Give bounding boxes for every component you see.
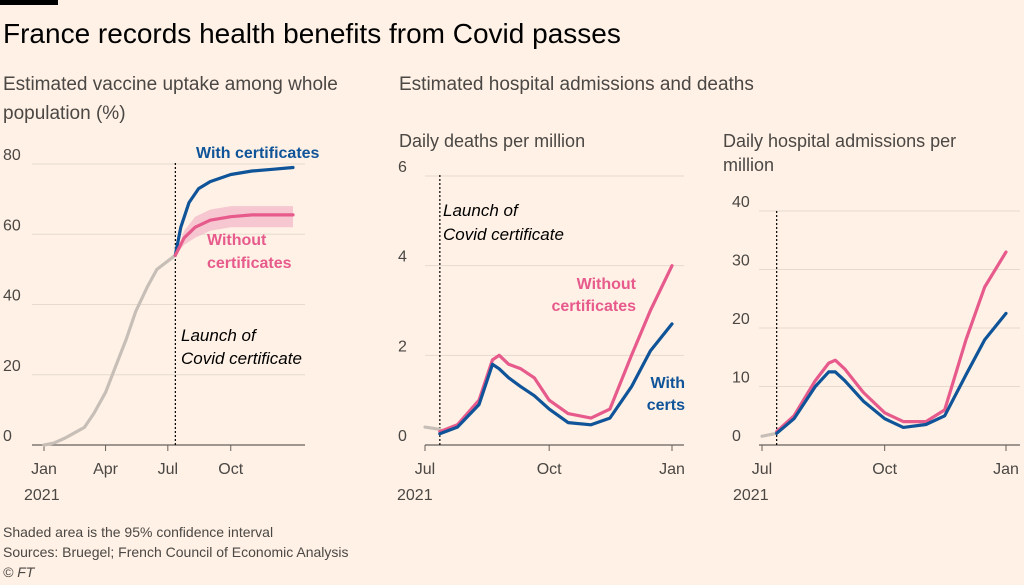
series-line-without-certificates: [438, 264, 674, 434]
y-tick-label: 0: [732, 428, 741, 445]
chart-footer: Shaded area is the 95% confidence interv…: [3, 522, 349, 582]
event-label: Covid certificate: [443, 225, 564, 244]
series-line-with-certificates: [775, 311, 1008, 435]
x-year-label: 2021: [24, 487, 60, 504]
series-label-with: With: [650, 375, 685, 392]
x-tick-label: Oct: [218, 461, 243, 478]
y-tick-label: 20: [732, 311, 750, 328]
left-chart-subtitle: Estimated vaccine uptake among whole pop…: [3, 74, 338, 124]
series-label-without: Without: [577, 276, 637, 293]
series-label-with: certs: [647, 397, 685, 414]
sources-note: Sources: Bruegel; French Council of Econ…: [3, 544, 349, 560]
x-tick-label: Jul: [752, 461, 772, 478]
confidence-band: [175, 206, 293, 256]
series-line-without-certificates: [775, 250, 1008, 434]
series-label-with: With certificates: [196, 145, 320, 162]
y-tick-label: 60: [3, 217, 21, 234]
x-tick-label: Jan: [659, 461, 685, 478]
series-line-before-launch: [760, 431, 779, 438]
event-label: Launch of: [443, 201, 520, 220]
x-tick-label: Jan: [993, 461, 1019, 478]
series-line-without-certificates: [173, 213, 295, 257]
y-tick-label: 40: [3, 288, 21, 305]
series-label-without: certificates: [552, 298, 637, 315]
y-tick-label: 20: [3, 358, 21, 375]
y-tick-label: 30: [732, 253, 750, 270]
x-year-label: 2021: [397, 487, 433, 504]
series-line-with-certificates: [173, 165, 295, 257]
y-tick-label: 10: [732, 370, 750, 387]
y-tick-label: 80: [3, 147, 21, 164]
deaths-chart-title: Daily deaths per million: [399, 131, 586, 151]
event-label: Launch of: [181, 326, 258, 345]
y-tick-label: 6: [398, 159, 407, 176]
y-tick-label: 40: [732, 194, 750, 211]
ft-brand-bar: [0, 0, 58, 5]
x-tick-label: Oct: [537, 461, 562, 478]
y-tick-label: 0: [398, 428, 407, 445]
page-title: France records health benefits from Covi…: [3, 18, 621, 49]
admissions-chart-title: Daily hospital admissions per million: [723, 131, 957, 175]
series-label-without: Without: [207, 232, 267, 249]
right-charts-subtitle: Estimated hospital admissions and deaths: [399, 74, 754, 95]
x-tick-label: Jul: [158, 461, 178, 478]
ft-credit: © FT: [3, 564, 35, 580]
x-tick-label: Jul: [415, 461, 435, 478]
y-tick-label: 4: [398, 249, 407, 266]
series-label-without: certificates: [207, 255, 292, 272]
y-tick-label: 2: [398, 338, 407, 355]
series-line-before-launch: [42, 253, 177, 447]
confidence-note: Shaded area is the 95% confidence interv…: [3, 524, 274, 540]
x-tick-label: Oct: [872, 461, 897, 478]
x-tick-label: Apr: [93, 461, 119, 478]
y-tick-label: 0: [3, 428, 12, 445]
x-tick-label: Jan: [31, 461, 57, 478]
x-year-label: 2021: [733, 487, 769, 504]
event-label: Covid certificate: [181, 349, 302, 368]
series-line-with-certificates: [438, 322, 674, 436]
series-line-before-launch: [423, 425, 442, 431]
